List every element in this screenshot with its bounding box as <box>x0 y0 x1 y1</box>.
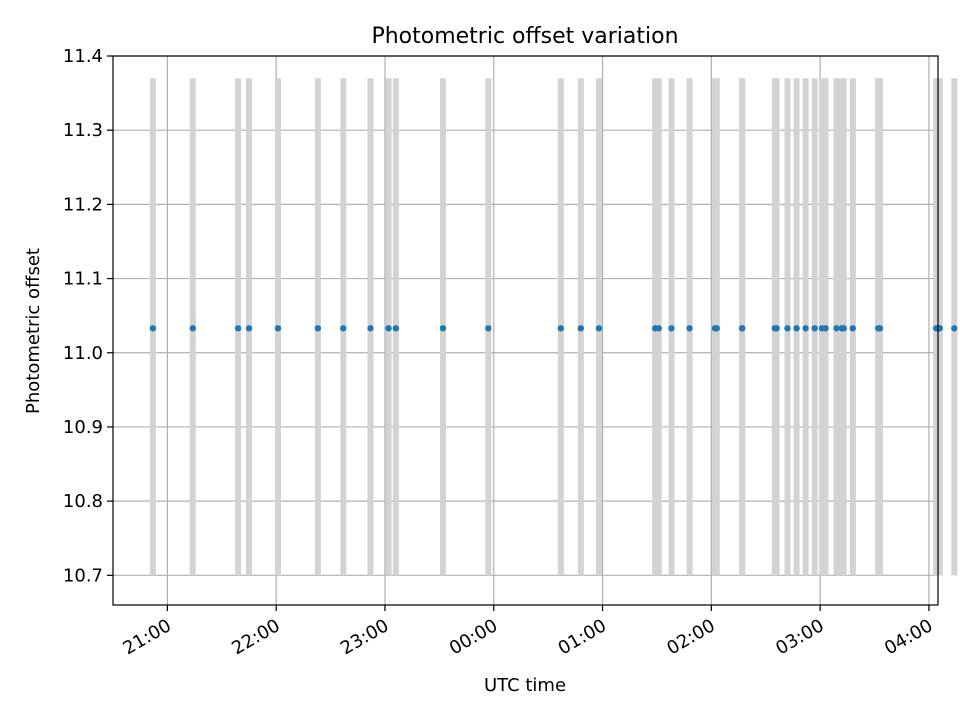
data-point <box>784 325 791 332</box>
data-point <box>802 325 809 332</box>
data-point <box>773 325 780 332</box>
data-point <box>367 325 374 332</box>
y-tick-label: 11.4 <box>63 46 103 67</box>
data-point <box>840 325 847 332</box>
y-axis: 10.7 10.8 10.9 11.0 11.1 11.2 11.3 11.4 <box>63 46 113 586</box>
y-tick-label: 10.7 <box>63 565 103 586</box>
data-point <box>314 325 322 332</box>
data-point <box>234 325 242 332</box>
y-tick-label: 10.9 <box>63 417 103 438</box>
y-tick-label: 11.3 <box>63 120 103 141</box>
data-point <box>392 325 400 332</box>
data-point <box>274 325 282 332</box>
data-point <box>793 325 800 332</box>
y-tick-label: 11.0 <box>63 343 103 364</box>
data-point <box>557 325 565 332</box>
data-point <box>189 325 196 332</box>
data-point <box>385 325 392 332</box>
data-point <box>951 325 958 332</box>
data-point <box>668 325 675 332</box>
x-axis-title: UTC time <box>484 675 566 696</box>
data-point <box>655 325 662 332</box>
data-point <box>595 325 603 332</box>
chart-title: Photometric offset variation <box>371 24 678 49</box>
y-tick-label: 10.8 <box>63 491 103 512</box>
plot-frame <box>112 55 939 606</box>
data-point <box>713 325 720 332</box>
data-point <box>833 325 840 332</box>
data-point <box>849 325 856 332</box>
y-axis-title: Photometric offset <box>23 248 44 414</box>
data-point <box>876 325 884 332</box>
data-point <box>245 325 253 332</box>
data-point <box>340 325 347 332</box>
data-point <box>811 325 818 332</box>
data-point <box>822 325 829 332</box>
y-tick-label: 11.2 <box>63 194 103 215</box>
data-point <box>738 325 746 332</box>
data-point <box>485 325 492 332</box>
data-point <box>686 325 693 332</box>
data-point <box>439 325 447 332</box>
y-tick-label: 11.1 <box>63 269 103 290</box>
data-point <box>149 325 157 332</box>
data-point <box>577 325 585 332</box>
